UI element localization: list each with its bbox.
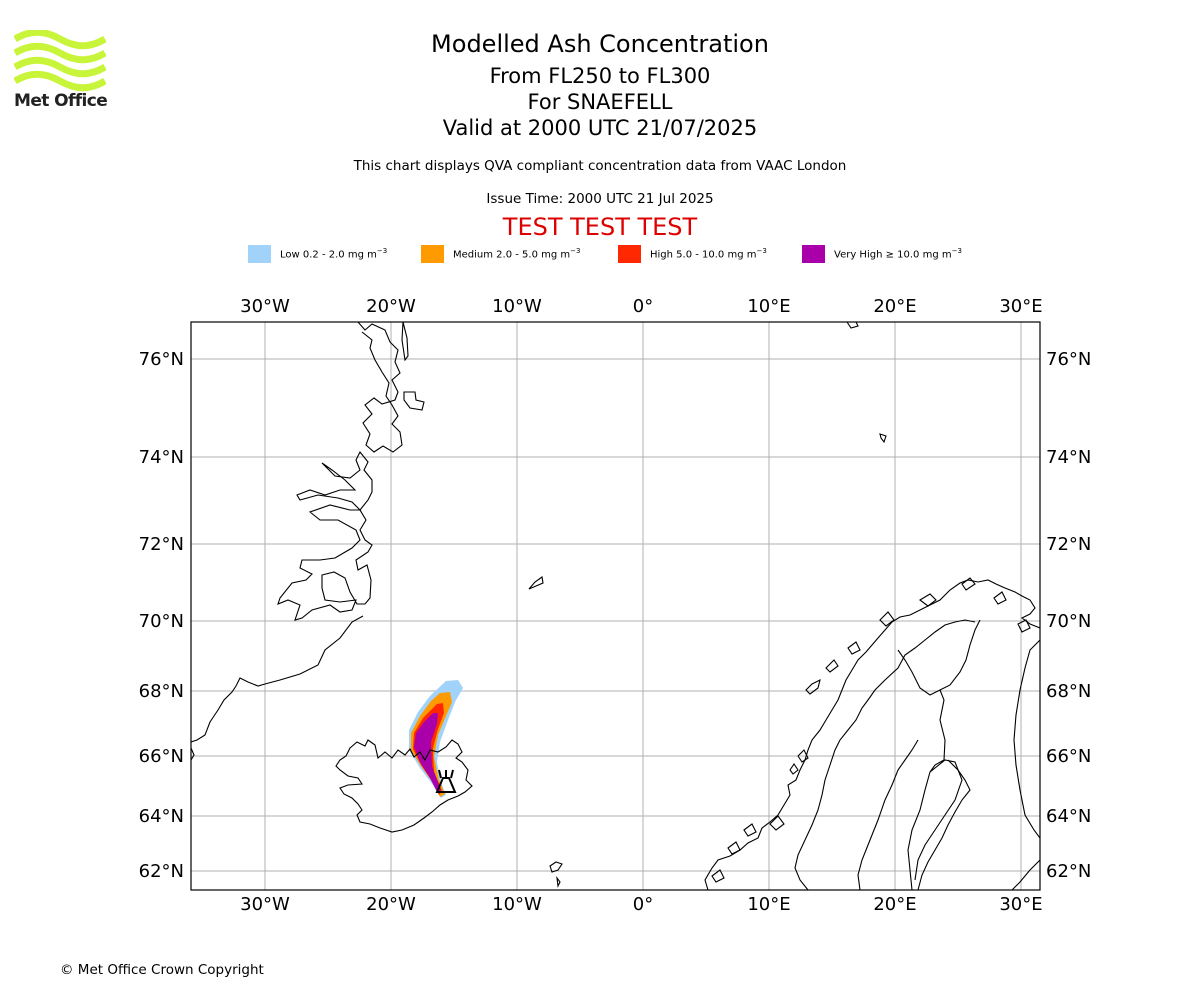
legend-item-high: High 5.0 - 10.0 mg m−3 — [618, 244, 767, 264]
lon-label: 0° — [633, 296, 653, 317]
legend-swatch-very-high — [802, 245, 825, 263]
copyright-notice: © Met Office Crown Copyright — [60, 962, 264, 978]
lat-label: 74°N — [1046, 447, 1091, 468]
iceland-coast — [335, 739, 473, 833]
lat-labels-right: 76°N 74°N 72°N 70°N 68°N 66°N 64°N 62°N — [1046, 349, 1091, 882]
legend-label-very-high: Very High ≥ 10.0 mg m−3 — [834, 247, 962, 261]
lat-label: 68°N — [1046, 681, 1091, 702]
lat-label: 64°N — [139, 806, 184, 827]
lon-label: 10°W — [492, 296, 542, 317]
lon-label: 20°E — [873, 894, 916, 915]
jan-mayen-coast — [528, 576, 544, 590]
lon-label: 30°W — [240, 296, 290, 317]
svalbard-coast — [846, 322, 887, 444]
lon-label: 10°W — [492, 894, 542, 915]
lon-label: 10°E — [747, 296, 790, 317]
valid-time: Valid at 2000 UTC 21/07/2025 — [442, 116, 758, 140]
legend-swatch-low — [248, 245, 271, 263]
ash-very-high-area — [414, 713, 441, 792]
lat-label: 76°N — [1046, 349, 1091, 370]
greenland-coast — [191, 322, 425, 761]
test-banner: TEST TEST TEST — [502, 213, 698, 241]
lat-label: 72°N — [1046, 534, 1091, 555]
legend-item-very-high: Very High ≥ 10.0 mg m−3 — [802, 244, 962, 264]
legend-item-low: Low 0.2 - 2.0 mg m−3 — [248, 244, 387, 264]
lon-label: 30°W — [240, 894, 290, 915]
lon-label: 20°E — [873, 296, 916, 317]
lat-label: 66°N — [1046, 746, 1091, 767]
lat-label: 74°N — [139, 447, 184, 468]
lon-label: 20°W — [366, 296, 416, 317]
lat-label: 72°N — [139, 534, 184, 555]
lat-label: 64°N — [1046, 806, 1091, 827]
logo-text: Met Office — [14, 91, 108, 111]
lat-label: 62°N — [1046, 861, 1091, 882]
map-frame — [190, 321, 1041, 891]
lat-label: 68°N — [139, 681, 184, 702]
scandinavia-coast — [704, 579, 1040, 890]
legend-swatch-medium — [421, 245, 444, 263]
norway-islands — [711, 577, 1031, 883]
volcano-name: For SNAEFELL — [527, 90, 673, 114]
lon-label: 10°E — [747, 894, 790, 915]
lon-labels-bottom: 30°W 20°W 10°W 0° 10°E 20°E 30°E — [240, 894, 1042, 915]
flight-levels: From FL250 to FL300 — [489, 64, 711, 88]
chart-subtitle: This chart displays QVA compliant concen… — [353, 158, 847, 174]
lat-label: 70°N — [139, 611, 184, 632]
lon-label: 0° — [633, 894, 653, 915]
coastlines — [191, 322, 1040, 890]
ash-plume — [409, 680, 463, 798]
chart-title: Modelled Ash Concentration — [431, 30, 769, 58]
legend-item-medium: Medium 2.0 - 5.0 mg m−3 — [421, 244, 580, 264]
lat-label: 66°N — [139, 746, 184, 767]
legend-swatch-high — [618, 245, 641, 263]
legend-label-medium: Medium 2.0 - 5.0 mg m−3 — [453, 247, 581, 261]
lat-labels-left: 76°N 74°N 72°N 70°N 68°N 66°N 64°N 62°N — [139, 349, 184, 882]
lat-label: 76°N — [139, 349, 184, 370]
lon-label: 20°W — [366, 894, 416, 915]
faroe-coast — [549, 861, 563, 888]
bothnia-coast — [917, 759, 971, 890]
legend-label-high: High 5.0 - 10.0 mg m−3 — [650, 247, 767, 261]
volcano-icon — [435, 769, 457, 793]
legend-label-low: Low 0.2 - 2.0 mg m−3 — [280, 247, 388, 261]
lon-label: 30°E — [999, 296, 1042, 317]
lon-label: 30°E — [999, 894, 1042, 915]
issue-time: Issue Time: 2000 UTC 21 Jul 2025 — [486, 191, 714, 207]
lon-labels-top: 30°W 20°W 10°W 0° 10°E 20°E 30°E — [240, 296, 1042, 317]
gridlines — [191, 322, 1040, 890]
lat-label: 70°N — [1046, 611, 1091, 632]
lat-label: 62°N — [139, 861, 184, 882]
met-office-logo — [14, 30, 106, 92]
